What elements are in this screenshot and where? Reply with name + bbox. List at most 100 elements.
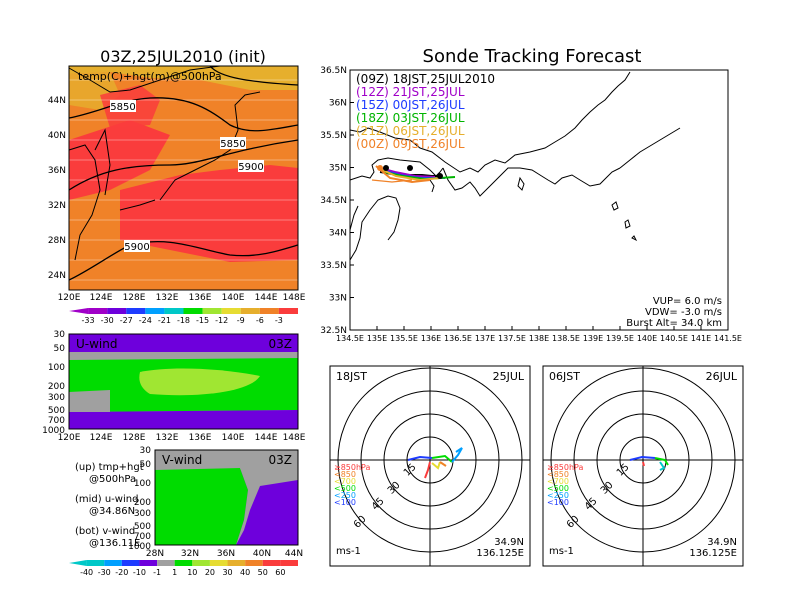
lon-tick: 135.5E: [390, 334, 418, 343]
lon-tick: 136E: [189, 293, 212, 303]
colorbar-cell: [262, 560, 281, 566]
hodo1-date: 25JUL: [493, 370, 525, 383]
colorbar-label: -30: [101, 316, 114, 325]
right-lon-ticks: 134.5E 135E 135.5E 136E 136.5E 137E 137.5E 138E…: [336, 326, 742, 343]
level-legend-entry: <700: [334, 477, 356, 486]
colorbar-label: 40: [240, 568, 250, 577]
colorbar-cell: [240, 308, 260, 314]
lon-tick: 120E: [58, 293, 81, 303]
uwind-lon-ticks: 120E 124E 128E 132E 136E 140E 144E 148E: [58, 433, 306, 443]
lat-tick: 36N: [48, 166, 66, 176]
uwind-time: 03Z: [269, 337, 293, 351]
note-line: (mid) u-wind: [75, 494, 138, 505]
level-legend-entry: <250: [547, 491, 569, 500]
launch-entry: (09Z) 18JST,25JUL2010: [356, 72, 495, 86]
colorbar-label: -1: [153, 568, 161, 577]
launch-entry: (15Z) 00JST,26JUL: [356, 98, 465, 112]
vwind-lat-ticks: 28N 32N 36N 40N 44N: [146, 549, 303, 559]
colorbar-cell: [174, 560, 193, 566]
p-tick: 700: [134, 532, 151, 542]
colorbar-cell: [280, 560, 298, 566]
note-line: (bot) v-wind: [75, 526, 135, 537]
p-tick: 500: [48, 406, 65, 416]
lon-tick: 128E: [123, 433, 146, 443]
p-tick: 200: [48, 382, 65, 392]
param-vdw: VDW= -3.0 m/s: [645, 307, 722, 318]
hodo1-time: 18JST: [336, 370, 367, 383]
lon-tick: 139E: [583, 334, 603, 343]
level-legend-entry: <250: [334, 491, 356, 500]
p-tick: 200: [134, 498, 151, 508]
colorbar-cell: [192, 560, 210, 566]
colorbar-label: 30: [222, 568, 232, 577]
contour-label: 5900: [124, 242, 149, 253]
lon-tick: 137E: [475, 334, 495, 343]
lon-tick: 140E: [222, 433, 245, 443]
colorbar-cell: [164, 308, 184, 314]
level-legend-entry: <100: [334, 498, 356, 507]
colorbar-cell: [145, 308, 165, 314]
colorbar-cell: [227, 560, 246, 566]
lat-tick: 35.5N: [320, 131, 347, 141]
p-tick: 1000: [42, 426, 65, 436]
lat-tick: 28N: [48, 236, 66, 246]
lon-tick: 136.5E: [444, 334, 472, 343]
colorbar-label: 50: [258, 568, 268, 577]
colorbar-label: -15: [196, 316, 209, 325]
lat-tick: 34N: [329, 229, 347, 239]
hodo1-units: ms-1: [336, 546, 361, 557]
colorbar-cell: [278, 308, 298, 314]
lat-tick: 24N: [48, 271, 66, 281]
left-title: 03Z,25JUL2010 (init): [100, 47, 266, 66]
hodo2-date: 26JUL: [706, 370, 738, 383]
wind-colorbar: -40 -30 -20 -10 -1 1 10 20 30 40 50 60: [69, 560, 298, 577]
colorbar-label: -24: [139, 316, 152, 325]
lon-tick: 148E: [283, 433, 306, 443]
lon-tick: 138.5E: [552, 334, 580, 343]
contour-label: 5850: [110, 102, 135, 113]
level-legend-entry: <500: [547, 484, 569, 493]
right-lat-ticks: 36.5N 36N 35.5N 35N 34.5N 34N 33.5N 33N 32.5N: [320, 66, 354, 336]
track-map: [349, 69, 729, 331]
lon-tick: 128E: [123, 293, 146, 303]
p-tick: 30: [54, 330, 66, 340]
colorbar-label: -10: [133, 568, 146, 577]
colorbar-cell: [245, 560, 263, 566]
lon-tick: 139.5E: [606, 334, 634, 343]
lon-tick: 120E: [58, 433, 81, 443]
p-tick: 500: [134, 522, 151, 532]
lon-tick: 136E: [189, 433, 212, 443]
colorbar-cell: [107, 308, 127, 314]
vwind-p-ticks: 30 50 100 200 300 500 700 1000: [128, 446, 151, 552]
colorbar-cell: [209, 560, 228, 566]
colorbar-cell: [157, 560, 175, 566]
lon-tick: 135E: [367, 334, 387, 343]
temp-map: 5850 5850 5900 5900 temp(C)+hgt(m)@500hP…: [68, 65, 299, 291]
lat-tick: 40N: [253, 549, 271, 559]
lon-tick: 141.5E: [714, 334, 742, 343]
lon-tick: 132E: [156, 293, 179, 303]
temp-colorbar: -33 -30 -27 -24 -21 -18 -15 -12 -9 -6 -3: [69, 308, 298, 325]
lat-tick: 44N: [285, 549, 303, 559]
p-tick: 50: [54, 344, 66, 354]
colorbar-label: -12: [215, 316, 228, 325]
lat-tick: 32N: [181, 549, 199, 559]
colorbar-label: -20: [115, 568, 128, 577]
hodo1-lon: 136.125E: [476, 548, 524, 559]
p-tick: 30: [140, 446, 152, 456]
contour-label: 5900: [238, 162, 263, 173]
colorbar-label: 10: [187, 568, 197, 577]
lon-tick: 137.5E: [498, 334, 526, 343]
lon-tick: 136E: [421, 334, 441, 343]
colorbar-cell: [202, 308, 222, 314]
p-tick: 700: [48, 416, 65, 426]
left-lat-ticks: 44N 40N 36N 32N 28N 24N: [48, 96, 66, 281]
colorbar-cell: [139, 560, 158, 566]
lon-tick: 144E: [255, 293, 278, 303]
level-legend-entry: ≥850hPa: [547, 463, 584, 472]
colorbar-cell: [86, 560, 105, 566]
colorbar-label: -40: [80, 568, 93, 577]
vwind-time: 03Z: [269, 453, 293, 467]
flight-params: VUP= 6.0 m/s VDW= -3.0 m/s Burst Alt= 34…: [626, 296, 722, 329]
note-line: @136.11E: [89, 538, 140, 549]
